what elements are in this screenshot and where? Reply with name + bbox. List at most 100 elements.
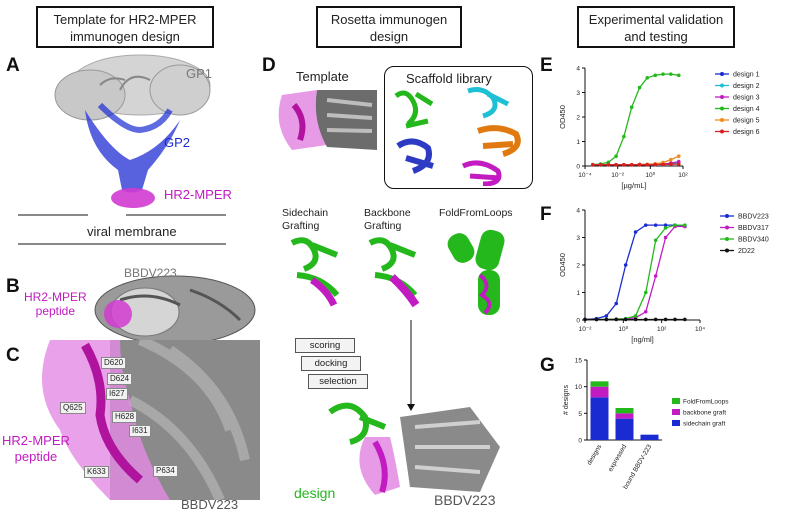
data-point (653, 223, 658, 227)
data-point (604, 317, 609, 322)
data-point (645, 76, 650, 80)
data-point (663, 235, 668, 240)
data-point (669, 157, 673, 162)
backbone-graft-structure (368, 237, 420, 308)
scaffold-library-box (384, 66, 533, 189)
x-tick-label: 10² (678, 172, 688, 179)
residue-p634: P634 (153, 465, 178, 477)
scaffold-library-label: Scaffold library (406, 71, 492, 86)
data-point (653, 317, 658, 322)
step-docking: docking (301, 356, 361, 371)
series-line-bbdv340 (585, 224, 685, 321)
x-tick-label: 10² (657, 326, 667, 333)
series-line-design-4 (592, 73, 679, 166)
y-tick-label: 1 (576, 290, 580, 297)
bbdv223-label-c: BBDV223 (181, 497, 239, 512)
header-template: Template for HR2-MPER immunogen design (36, 6, 214, 48)
data-point (643, 223, 648, 227)
header-validation: Experimental validation and testing (577, 6, 735, 48)
y-axis-label: OD450 (558, 253, 567, 277)
method-backbone-grafting: Backbone Grafting (364, 207, 411, 232)
data-point (629, 162, 634, 167)
data-point (669, 72, 673, 76)
y-tick-label: 5 (578, 411, 582, 418)
data-point (676, 162, 681, 166)
panel-letter-g: G (540, 355, 555, 376)
series-line-bbdv223 (584, 224, 685, 321)
x-axis-label: [ng/ml] (631, 335, 654, 344)
legend-label: design 2 (733, 83, 760, 90)
data-point (623, 263, 628, 267)
data-point (663, 317, 668, 322)
legend-label: design 6 (733, 129, 760, 136)
legend-label: FoldFromLoops (683, 399, 729, 406)
data-point (673, 317, 677, 322)
template-label: Template (296, 69, 349, 84)
data-point (614, 317, 619, 322)
data-point (614, 301, 619, 306)
bar-segment (590, 397, 609, 440)
residue-d624: D624 (107, 373, 133, 385)
data-point (633, 230, 638, 234)
method-sidechain-grafting: Sidechain Grafting (282, 207, 329, 232)
legend-label: backbone graft (683, 410, 726, 417)
legend-label: design 1 (733, 72, 760, 79)
legend-label: design 3 (733, 95, 760, 102)
bar-segment (590, 386, 609, 398)
bar-segment (615, 418, 634, 440)
panel-letter-d: D (262, 55, 276, 76)
data-point (663, 223, 668, 227)
data-point (663, 226, 668, 230)
method-foldfromloops: FoldFromLoops (439, 207, 513, 219)
legend-label: sidechain graft (683, 421, 725, 428)
x-tick-label: 10⁻² (611, 172, 625, 179)
residue-i631: I631 (129, 425, 151, 437)
x-tick-label: expressed (607, 443, 628, 473)
legend-swatch (672, 420, 680, 426)
x-tick-label: 10⁰ (618, 325, 628, 333)
data-point (645, 162, 650, 167)
legend-marker (725, 248, 729, 253)
bar-segment (590, 381, 609, 387)
bar-segment (615, 413, 634, 419)
step-selection: selection (308, 374, 368, 389)
y-axis-label: # designs (563, 385, 570, 415)
data-point (653, 274, 658, 278)
legend-marker (720, 95, 724, 99)
data-point (637, 85, 642, 90)
sidechain-graft-structure (290, 237, 340, 307)
data-point (643, 309, 648, 314)
antibody-peptide-complex (94, 275, 256, 345)
panel-letter-a: A (6, 55, 20, 76)
step-scoring: scoring (295, 338, 355, 353)
legend-marker (720, 106, 724, 111)
data-point (661, 162, 665, 167)
data-point (643, 317, 648, 322)
residue-h628: H628 (112, 411, 138, 423)
residue-q625: Q625 (60, 402, 86, 414)
hr2-mper-peptide-label-b: HR2-MPER peptide (24, 290, 87, 318)
data-point (606, 162, 611, 167)
y-tick-label: 3 (576, 235, 580, 242)
panel-letter-f: F (540, 204, 552, 225)
bbdv223-label-b: BBDV223 (124, 266, 177, 280)
residue-d620: D620 (101, 357, 127, 369)
y-tick-label: 0 (578, 438, 582, 445)
bbdv223-label-d: BBDV223 (434, 492, 496, 508)
legend-label: design 5 (733, 118, 760, 125)
data-point (622, 134, 626, 139)
flow-arrow (407, 320, 415, 411)
legend-swatch (672, 398, 680, 404)
y-tick-label: 4 (576, 208, 580, 215)
data-point (683, 317, 687, 322)
x-tick-label: 10⁻² (579, 326, 593, 333)
legend-marker (725, 225, 729, 230)
data-point (629, 105, 634, 109)
data-point (583, 317, 587, 322)
data-point (623, 317, 628, 322)
gp1-label: GP1 (186, 66, 213, 81)
residue-i627: I627 (106, 388, 128, 400)
x-tick-label: bound BBDV-223 (622, 443, 653, 490)
data-point (661, 72, 665, 76)
